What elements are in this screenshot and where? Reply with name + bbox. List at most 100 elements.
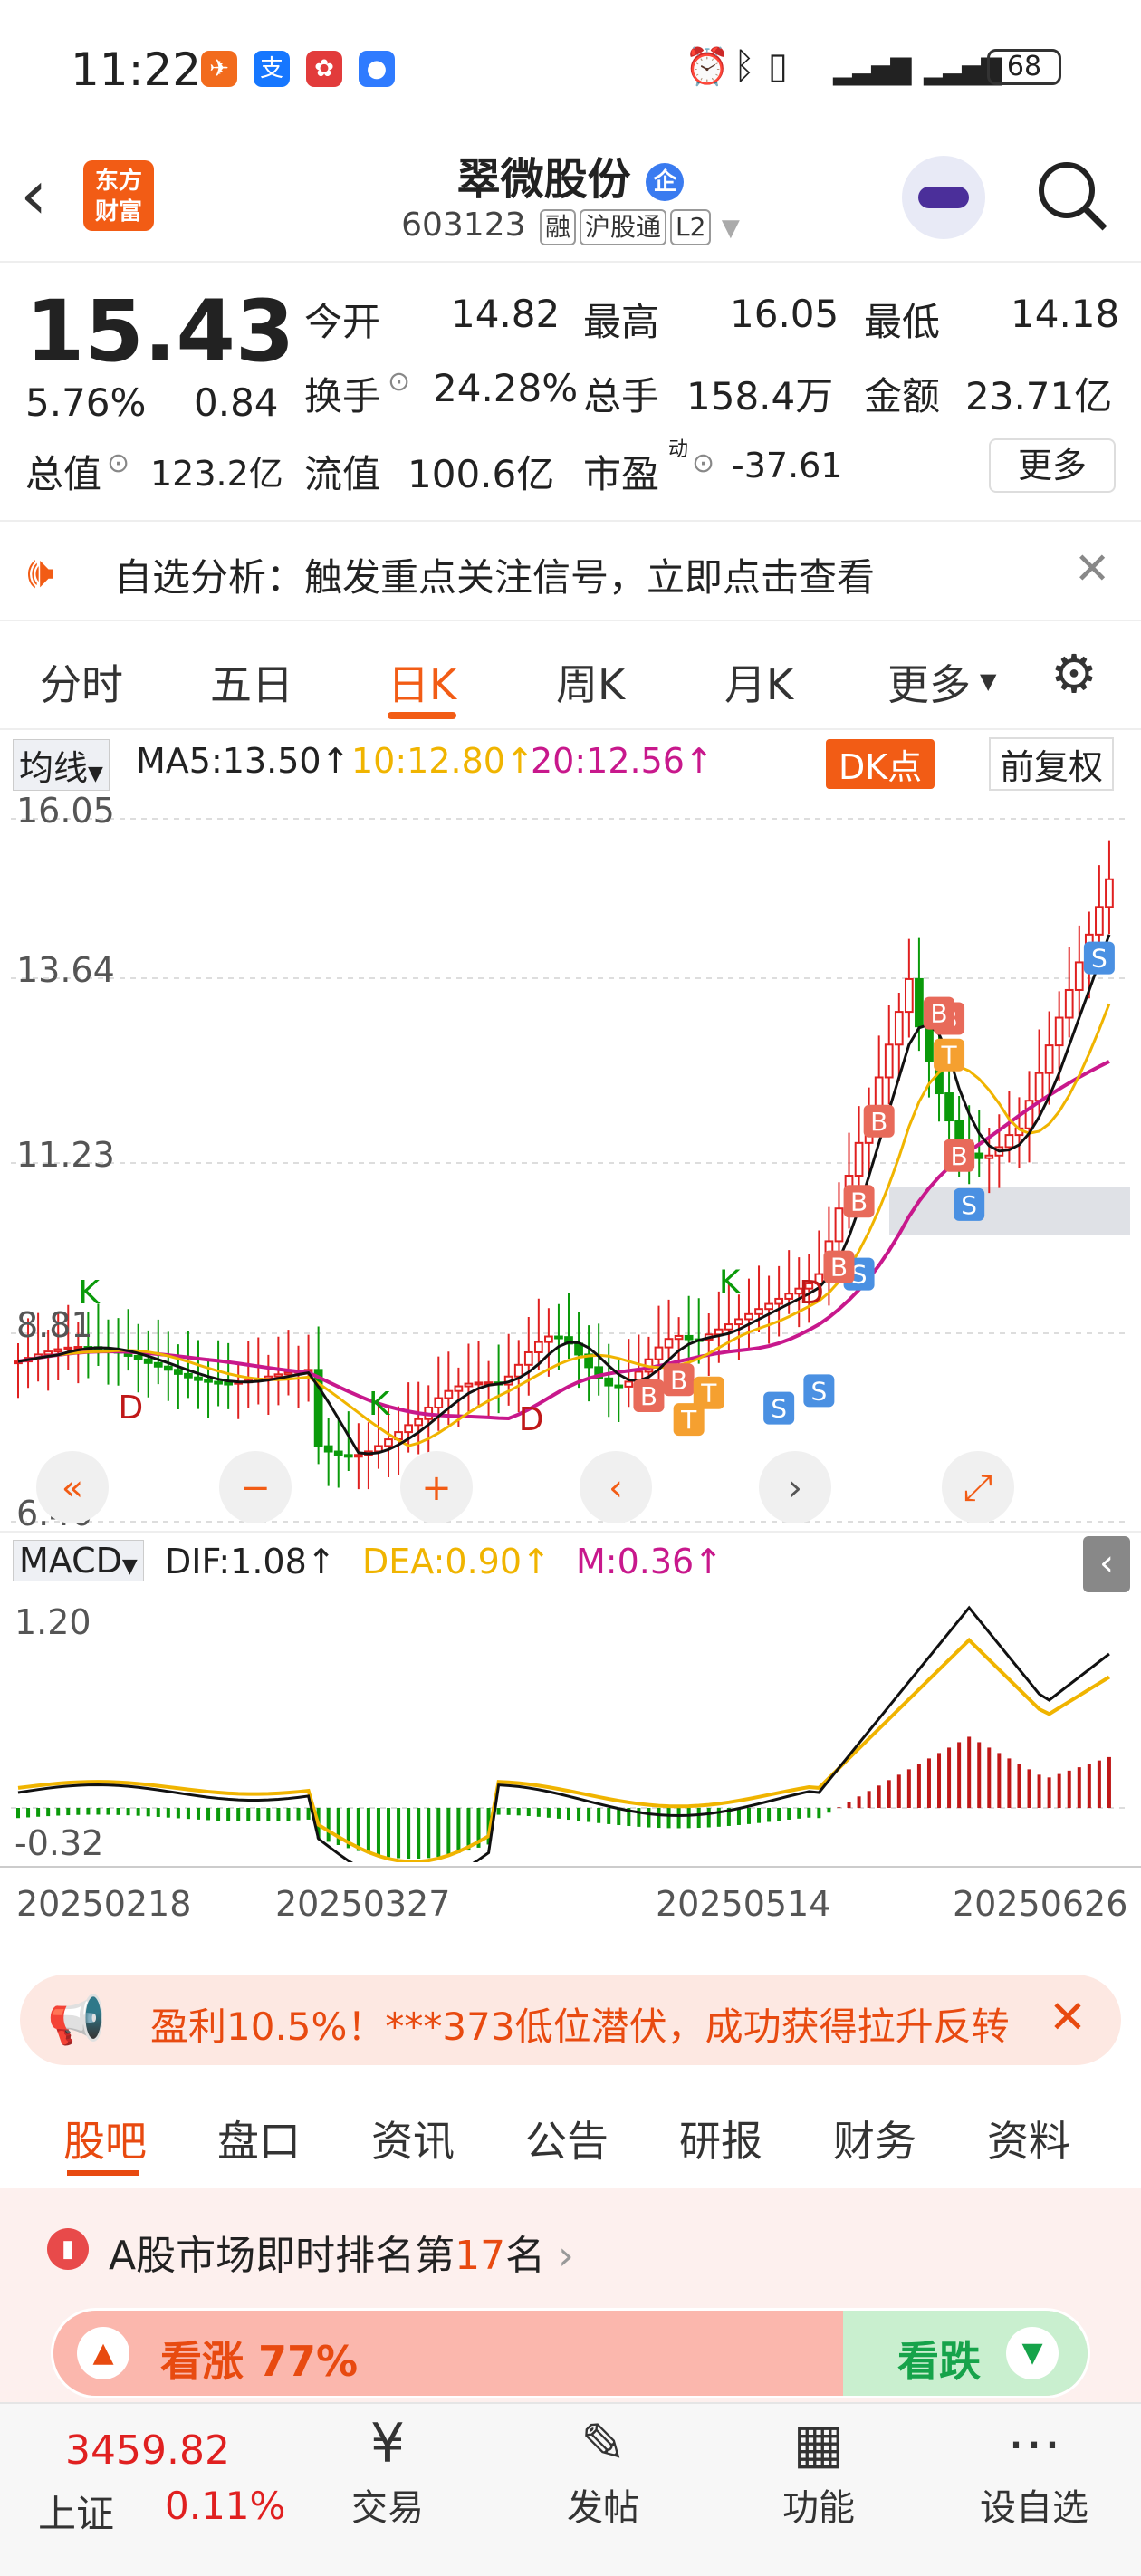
info-icon[interactable]: ⊙ [107,447,130,479]
signal-badge[interactable] [954,1187,985,1221]
gear-icon[interactable]: ⚙ [1050,643,1098,705]
tab-more[interactable]: 更多 [887,660,971,709]
alipay-icon: 支 [254,51,290,87]
signal-badge[interactable] [863,1104,895,1138]
macd-bar [166,1808,170,1818]
dropdown-icon[interactable]: ▼ [721,215,740,242]
macd-bar [857,1796,861,1808]
tab-news[interactable]: 资讯 [371,2117,455,2166]
candle [1054,1016,1064,1047]
zoom-in-button[interactable] [400,1451,473,1523]
signal-badge[interactable] [763,1391,795,1425]
signal-badge[interactable] [944,1139,975,1172]
chevron-right-icon: › [788,1467,802,1509]
candle [944,1092,954,1122]
macd-bar [676,1808,681,1829]
nav-post[interactable]: ✎ 发帖 [531,2409,676,2531]
tab-profile[interactable]: 资料 [987,2117,1070,2166]
stock-code: 603123 [401,207,526,244]
back-icon[interactable]: ‹ [20,154,48,235]
info-icon[interactable]: ⊙ [388,366,411,398]
macd-bar [206,1808,211,1821]
macd-bar [216,1808,221,1821]
date-axis: 20250218 20250327 20250514 20250626 [0,1866,1141,1946]
signal-badge-label: T [941,1041,958,1071]
signal-badge[interactable] [934,1038,965,1072]
nav-trade[interactable]: ¥ 交易 [315,2409,460,2531]
macd-bar [906,1769,911,1808]
tab-intraday[interactable]: 分时 [40,660,123,709]
tab-monthly-k[interactable]: 月K [724,660,794,709]
alert-banner[interactable]: 🕪 自选分析：触发重点关注信号，立即点击查看 ✕ [0,520,1141,621]
tab-finance[interactable]: 财务 [833,2117,916,2166]
tab-underline [67,2170,139,2176]
signal-badge[interactable] [1083,941,1115,975]
kline-chart[interactable]: KDKDKDSSSSSBBBBBBBBTTT 16.05 13.64 11.23… [11,790,1130,1533]
macd-bar [236,1808,241,1821]
macd-bar [456,1808,461,1853]
search-icon[interactable] [1034,158,1110,234]
fullscreen-button[interactable] [942,1451,1014,1523]
zoom-out-button[interactable] [219,1451,292,1523]
macd-bar [757,1808,762,1823]
step-right-button[interactable] [759,1451,831,1523]
macd-bar [436,1808,441,1858]
info-icon[interactable]: ⊙ [692,447,715,479]
tab-five-day[interactable]: 五日 [210,660,293,709]
step-left-button[interactable] [580,1451,652,1523]
turnover-label: 换手 [304,374,381,418]
signal-marker: K [78,1274,101,1312]
signal-badge-label: B [850,1187,868,1216]
macd-bar [526,1808,531,1816]
macd-bar [106,1808,110,1815]
nav-functions[interactable]: ▦ 功能 [746,2409,891,2531]
dk-point-button[interactable]: DK点 [826,739,935,789]
macd-bar [336,1808,340,1846]
tab-weekly-k[interactable]: 周K [556,660,626,709]
adjust-button[interactable]: 前复权 [989,737,1115,791]
macd-bar [146,1808,150,1817]
candle [343,1454,353,1458]
signal-badge[interactable] [823,1250,855,1283]
robot-assistant-icon[interactable] [902,156,985,239]
signal-marker: D [519,1401,544,1438]
bearish-label: 看跌 [897,2337,981,2386]
open-label: 今开 [304,300,381,344]
tab-daily-k[interactable]: 日K [388,660,457,709]
more-button[interactable]: 更多 [989,438,1116,493]
nav-add-watchlist[interactable]: ⋯ 设自选 [962,2409,1107,2531]
page-left-button[interactable] [36,1451,109,1523]
macd-bar [916,1764,921,1808]
promo-banner[interactable]: 📢 盈利10.5%！***373低位潜伏，成功获得拉升反转 ✕ [20,1975,1121,2065]
candle [904,977,914,1014]
open-value: 14.82 [451,292,561,336]
notification-app-icon: ✈ [201,51,237,87]
ma10-value: 10:12.80↑ [351,741,534,781]
tab-announcements[interactable]: 公告 [525,2117,609,2166]
signal-badge[interactable] [673,1403,705,1437]
tab-research[interactable]: 研报 [679,2117,762,2166]
rank-text[interactable]: A股市场即时排名第17名 › [109,2233,574,2279]
macd-select[interactable]: MACD▼ [13,1540,144,1581]
candle [614,1384,624,1389]
ma20-value: 20:12.56↑ [531,741,714,781]
candle [353,1454,363,1458]
signal-badge[interactable] [633,1379,665,1413]
signal-badge[interactable] [924,996,955,1030]
collapse-panel-button[interactable]: ‹ [1083,1536,1130,1592]
close-icon[interactable]: ✕ [1049,1991,1087,2043]
candle [133,1354,143,1360]
signal-badge[interactable] [693,1376,724,1409]
signal-badge[interactable] [843,1185,875,1218]
y-tick-label: 16.05 [16,791,115,831]
close-icon[interactable]: ✕ [1074,543,1111,594]
signal-badge[interactable] [663,1363,695,1397]
macd-bar [66,1808,71,1816]
macd-bar [286,1808,291,1821]
tab-guba[interactable]: 股吧 [63,2117,147,2166]
indicator-select[interactable]: 均线▼ [13,739,110,791]
macd-bar [716,1808,721,1827]
bullish-fill[interactable] [53,2311,850,2396]
tab-pankou[interactable]: 盘口 [217,2117,301,2166]
signal-badge[interactable] [803,1374,835,1408]
